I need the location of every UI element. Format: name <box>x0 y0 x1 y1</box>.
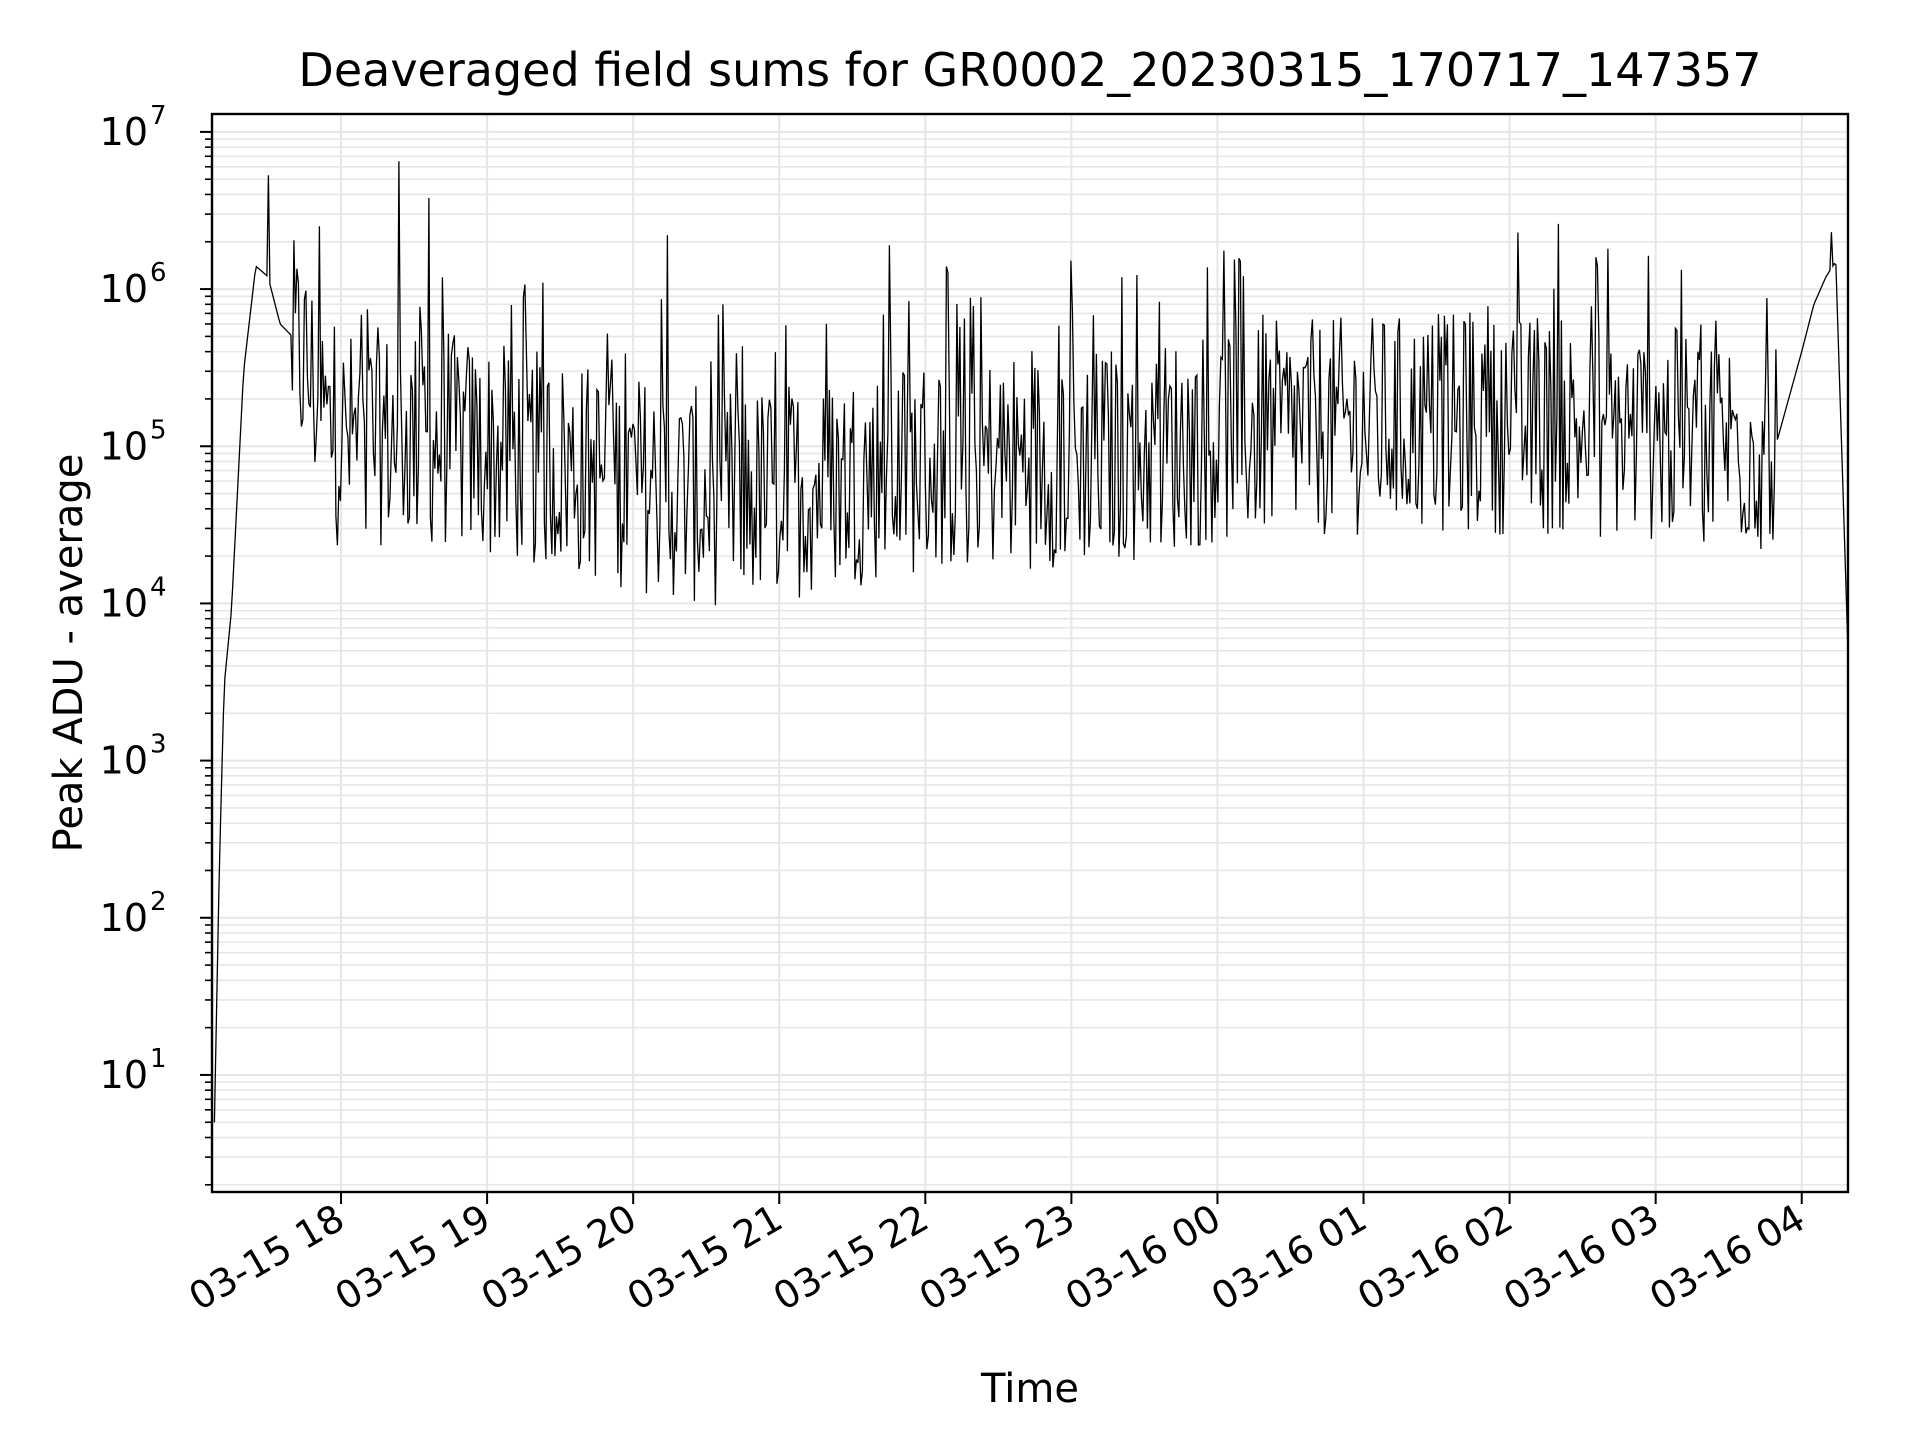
y-tick-label: 10 <box>100 581 148 625</box>
y-tick-exponent: 7 <box>150 101 167 131</box>
plot-frame <box>210 112 1850 1194</box>
y-tick-label: 10 <box>100 424 148 468</box>
y-tick-exponent: 2 <box>150 887 167 917</box>
y-tick-label: 10 <box>100 267 148 311</box>
y-tick-exponent: 4 <box>150 572 167 602</box>
x-axis-label: Time <box>980 1366 1079 1412</box>
grid <box>212 114 1848 1192</box>
series-group <box>213 161 1849 1123</box>
y-tick-label: 10 <box>100 896 148 940</box>
series-line <box>213 161 1849 1123</box>
y-axis-label: Peak ADU - average <box>46 454 92 853</box>
y-tick-exponent: 6 <box>150 258 167 288</box>
y-tick-label: 10 <box>100 739 148 783</box>
y-tick-label: 10 <box>100 1053 148 1097</box>
chart-title: Deaveraged field sums for GR0002_2023031… <box>298 43 1761 97</box>
y-tick-label: 10 <box>100 110 148 154</box>
y-tick-exponent: 3 <box>150 730 167 760</box>
y-tick-exponent: 5 <box>150 415 167 445</box>
y-tick-exponent: 1 <box>150 1044 167 1074</box>
